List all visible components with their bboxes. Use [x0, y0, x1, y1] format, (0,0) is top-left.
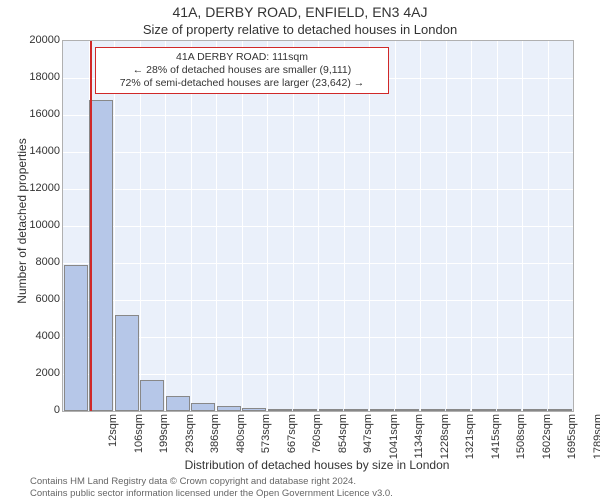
xtick-label: 573sqm [260, 414, 272, 464]
gridline-v [216, 41, 217, 411]
xtick-label: 1321sqm [464, 414, 476, 464]
gridline-v [293, 41, 294, 411]
histogram-bar [548, 409, 572, 411]
callout-line3: 72% of semi-detached houses are larger (… [102, 77, 382, 90]
xtick-label: 1415sqm [490, 414, 502, 464]
xtick-label: 1041sqm [388, 414, 400, 464]
callout-line2: ← 28% of detached houses are smaller (9,… [102, 64, 382, 77]
gridline-v [140, 41, 141, 411]
histogram-bar [268, 409, 292, 411]
gridline-v [191, 41, 192, 411]
histogram-bar [140, 380, 164, 411]
histogram-bar [115, 315, 139, 411]
xtick-label: 947sqm [362, 414, 374, 464]
gridline-v [471, 41, 472, 411]
histogram-bar [191, 403, 215, 411]
ytick-label: 2000 [12, 367, 60, 379]
xtick-label: 12sqm [107, 414, 119, 464]
xtick-label: 854sqm [337, 414, 349, 464]
xtick-label: 480sqm [235, 414, 247, 464]
xaxis-label: Distribution of detached houses by size … [62, 458, 572, 472]
gridline-v [420, 41, 421, 411]
footer-line-1: Contains HM Land Registry data © Crown c… [30, 476, 356, 487]
histogram-bar [472, 409, 496, 411]
gridline-v [522, 41, 523, 411]
xtick-label: 386sqm [209, 414, 221, 464]
gridline-v [242, 41, 243, 411]
footer-line-2: Contains public sector information licen… [30, 488, 393, 499]
xtick-label: 1134sqm [413, 414, 425, 464]
marker-line [90, 41, 92, 411]
xtick-label: 1228sqm [439, 414, 451, 464]
chart-title-main: 41A, DERBY ROAD, ENFIELD, EN3 4AJ [0, 4, 600, 20]
yaxis-label: Number of detached properties [15, 121, 29, 321]
histogram-bar [319, 409, 343, 411]
xtick-label: 667sqm [286, 414, 298, 464]
chart-container: 41A, DERBY ROAD, ENFIELD, EN3 4AJ Size o… [0, 0, 600, 500]
ytick-label: 18000 [12, 71, 60, 83]
callout-line1: 41A DERBY ROAD: 111sqm [102, 51, 382, 64]
ytick-label: 4000 [12, 330, 60, 342]
histogram-bar [64, 265, 88, 411]
histogram-bar [217, 406, 241, 411]
gridline-v [369, 41, 370, 411]
gridline-v [446, 41, 447, 411]
histogram-bar [89, 100, 113, 411]
xtick-label: 293sqm [184, 414, 196, 464]
gridline-v [344, 41, 345, 411]
gridline-v [165, 41, 166, 411]
ytick-label: 0 [12, 404, 60, 416]
xtick-label: 1508sqm [515, 414, 527, 464]
histogram-bar [344, 409, 368, 411]
histogram-bar [523, 409, 547, 411]
plot-area [62, 40, 574, 412]
xtick-label: 106sqm [133, 414, 145, 464]
histogram-bar [446, 409, 470, 411]
histogram-bar [497, 409, 521, 411]
histogram-bar [395, 409, 419, 411]
xtick-label: 1789sqm [592, 414, 600, 464]
histogram-bar [370, 409, 394, 411]
gridline-v [548, 41, 549, 411]
ytick-label: 20000 [12, 34, 60, 46]
gridline-v [497, 41, 498, 411]
chart-title-sub: Size of property relative to detached ho… [0, 22, 600, 37]
callout-box: 41A DERBY ROAD: 111sqm ← 28% of detached… [95, 47, 389, 94]
gridline-v [318, 41, 319, 411]
ytick-label: 16000 [12, 108, 60, 120]
gridline-v [395, 41, 396, 411]
histogram-bar [242, 408, 266, 411]
xtick-label: 760sqm [311, 414, 323, 464]
histogram-bar [166, 396, 190, 411]
histogram-bar [293, 409, 317, 411]
xtick-label: 1695sqm [566, 414, 578, 464]
xtick-label: 199sqm [158, 414, 170, 464]
xtick-label: 1602sqm [541, 414, 553, 464]
histogram-bar [421, 409, 445, 411]
gridline-v [267, 41, 268, 411]
